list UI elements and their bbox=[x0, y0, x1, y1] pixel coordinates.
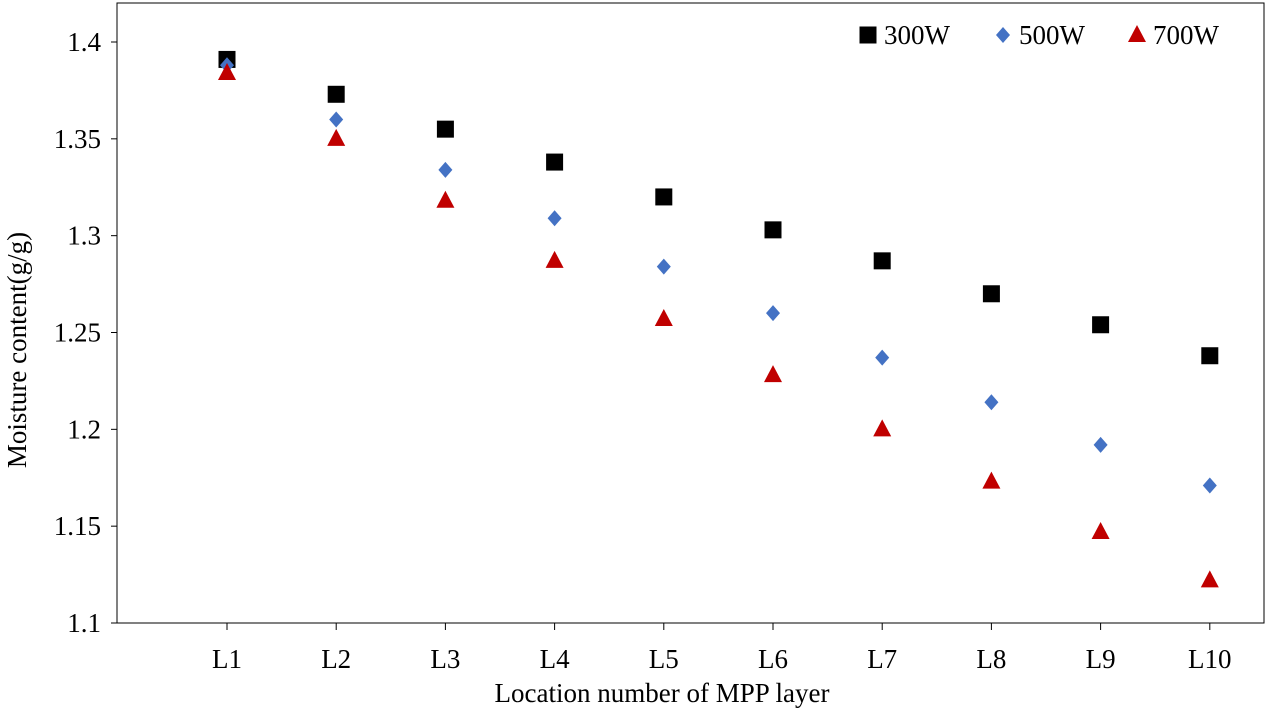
data-point-700W bbox=[764, 365, 782, 383]
data-point-300W bbox=[1201, 347, 1219, 365]
y-tick-label: 1.25 bbox=[54, 318, 101, 348]
legend-label-700W: 700W bbox=[1153, 20, 1220, 50]
data-point-700W bbox=[545, 250, 564, 268]
data-point-300W bbox=[764, 221, 782, 239]
legend-label-500W: 500W bbox=[1019, 20, 1086, 50]
x-tick-label: L8 bbox=[976, 644, 1006, 674]
data-point-300W bbox=[655, 188, 673, 206]
data-point-700W bbox=[327, 128, 346, 146]
x-tick-label: L5 bbox=[649, 644, 679, 674]
legend-marker-500W bbox=[996, 27, 1010, 43]
data-point-300W bbox=[327, 85, 345, 103]
data-point-300W bbox=[873, 252, 891, 270]
x-tick-label: L6 bbox=[758, 644, 788, 674]
y-axis: 1.1 1.15 1.2 1.25 1.3 1.35 1.4 bbox=[54, 27, 117, 638]
data-point-500W bbox=[438, 161, 453, 178]
data-point-700W bbox=[873, 419, 892, 437]
data-point-700W bbox=[1091, 521, 1110, 539]
data-point-500W bbox=[875, 349, 890, 366]
data-point-700W bbox=[982, 471, 1001, 489]
data-point-700W bbox=[218, 62, 236, 80]
x-tick-label: L3 bbox=[430, 644, 460, 674]
legend: 300W 500W 700W bbox=[859, 20, 1220, 50]
legend-label-300W: 300W bbox=[884, 20, 951, 50]
data-point-500W bbox=[984, 394, 999, 411]
data-point-300W bbox=[436, 120, 454, 138]
y-tick-label: 1.35 bbox=[54, 124, 101, 154]
x-tick-label: L1 bbox=[212, 644, 242, 674]
y-tick-label: 1.1 bbox=[67, 608, 101, 638]
data-point-500W bbox=[547, 210, 562, 227]
series-300W bbox=[218, 50, 1219, 365]
data-point-500W bbox=[1202, 477, 1217, 494]
x-tick-label: L10 bbox=[1188, 644, 1232, 674]
series-700W bbox=[218, 62, 1219, 588]
x-axis: L1 L2 L3 L4 L5 L6 L7 L8 L9 L10 bbox=[212, 623, 1232, 674]
y-axis-title: Moisture content(g/g) bbox=[2, 232, 32, 468]
data-point-300W bbox=[982, 285, 1000, 303]
series-layer bbox=[218, 50, 1219, 588]
x-axis-title: Location number of MPP layer bbox=[495, 678, 830, 708]
y-tick-label: 1.4 bbox=[67, 27, 101, 57]
x-tick-label: L4 bbox=[540, 644, 570, 674]
data-point-500W bbox=[1093, 436, 1108, 453]
data-point-700W bbox=[436, 190, 455, 208]
x-tick-label: L2 bbox=[321, 644, 351, 674]
data-point-700W bbox=[1200, 570, 1219, 588]
data-point-700W bbox=[654, 308, 673, 326]
x-tick-label: L9 bbox=[1086, 644, 1116, 674]
plot-frame bbox=[116, 2, 1265, 624]
legend-marker-700W bbox=[1128, 25, 1146, 42]
series-500W bbox=[220, 57, 1217, 494]
y-tick-label: 1.15 bbox=[54, 511, 101, 541]
x-tick-label: L7 bbox=[867, 644, 897, 674]
y-tick-label: 1.3 bbox=[67, 221, 101, 251]
data-point-300W bbox=[1092, 316, 1110, 334]
data-point-500W bbox=[656, 258, 671, 275]
data-point-500W bbox=[329, 111, 344, 128]
data-point-500W bbox=[766, 305, 780, 322]
y-tick-label: 1.2 bbox=[67, 414, 101, 444]
data-point-300W bbox=[546, 153, 564, 171]
legend-marker-300W bbox=[859, 26, 877, 44]
